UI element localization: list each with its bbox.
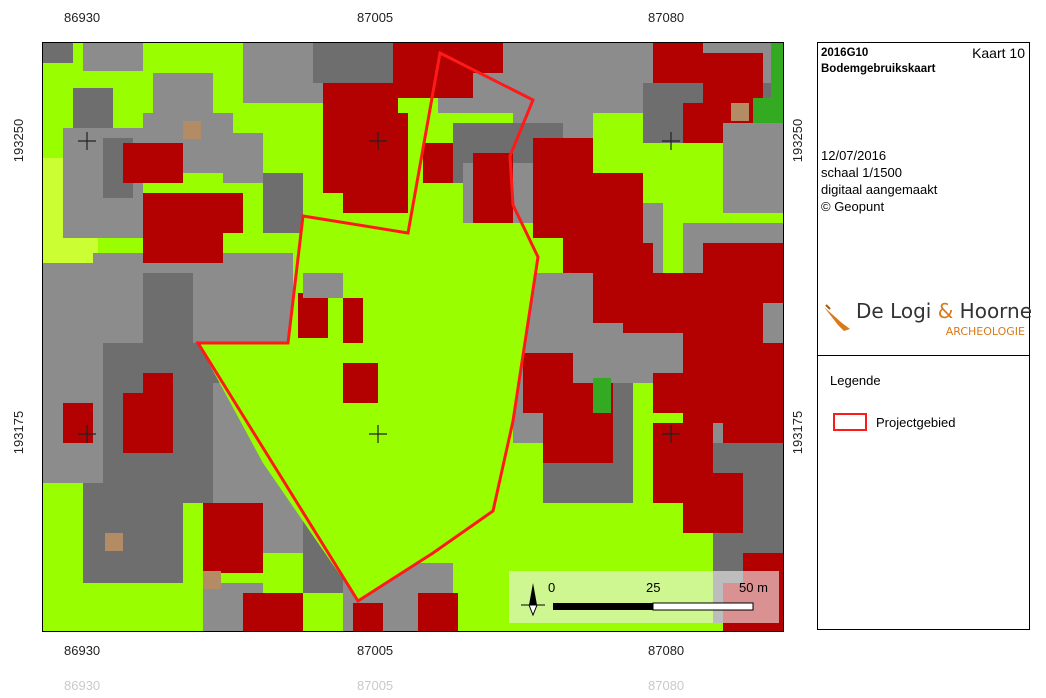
y-tick-right-193250: 193250 — [790, 118, 806, 163]
y-tick-right-193175: 193175 — [790, 410, 806, 455]
gray-area — [303, 273, 343, 298]
red-area — [343, 113, 408, 213]
red-area — [683, 103, 723, 143]
legend-title: Legende — [830, 373, 881, 388]
scale-label-0: 0 — [548, 580, 555, 595]
gray-area — [83, 43, 143, 71]
dark-green-area — [771, 43, 783, 123]
x-tick-bottom-87080: 87080 — [648, 643, 685, 658]
red-area — [298, 293, 328, 338]
logo-hoorne: Hoorne — [959, 299, 1033, 323]
legend-swatch — [833, 413, 867, 431]
red-area — [653, 373, 713, 413]
x-tick-ghost-87080: 87080 — [648, 678, 685, 693]
tan-area — [731, 103, 749, 121]
red-area — [353, 603, 383, 631]
map-source: © Geopunt — [821, 199, 885, 214]
gray-area — [263, 173, 303, 233]
logo-archeologie: ARCHEOLOGIE — [945, 325, 1025, 338]
gray-area — [73, 88, 113, 128]
red-area — [243, 593, 303, 631]
red-area — [423, 143, 453, 183]
north-arrow-icon — [521, 583, 545, 617]
grid-crosshairs — [78, 132, 680, 443]
project-area-fill — [198, 216, 538, 601]
tan-area — [203, 571, 221, 589]
logo-ampersand: & — [937, 299, 954, 323]
project-code: 2016G10 — [821, 47, 869, 59]
red-area — [343, 363, 378, 403]
land-use-map: 0 25 50 m — [42, 42, 784, 632]
tan-area — [105, 533, 123, 551]
red-area — [473, 153, 513, 223]
red-area — [723, 343, 783, 443]
map-canvas: 0 25 50 m — [43, 43, 783, 631]
tan-area — [183, 121, 201, 139]
red-area — [703, 243, 783, 303]
dark-green-area — [753, 98, 771, 123]
project-area-outline — [195, 50, 540, 604]
scale-label-50: 50 m — [739, 580, 768, 595]
y-tick-left-193250: 193250 — [11, 118, 27, 163]
x-tick-top-87080: 87080 — [648, 10, 685, 25]
scale-bar: 0 25 50 m — [509, 571, 779, 623]
y-tick-left-193175: 193175 — [11, 410, 27, 455]
info-panel: 2016G10 Kaart 10 Bodemgebruikskaart 12/0… — [817, 42, 1033, 630]
logo-de-logi: De Logi — [856, 299, 932, 323]
red-area — [653, 43, 703, 83]
map-subtitle: Bodemgebruikskaart — [821, 63, 936, 75]
map-number: Kaart 10 — [972, 45, 1025, 61]
gray-area — [43, 43, 73, 63]
trowel-icon — [824, 304, 850, 331]
gray-area — [83, 483, 183, 583]
map-digital: digitaal aangemaakt — [821, 182, 938, 197]
x-tick-top-86930: 86930 — [64, 10, 101, 25]
red-area — [123, 393, 173, 453]
x-tick-ghost-86930: 86930 — [64, 678, 101, 693]
scale-label-25: 25 — [646, 580, 660, 595]
x-tick-ghost-87005: 87005 — [357, 678, 394, 693]
red-area — [213, 533, 253, 573]
panel-divider — [818, 355, 1029, 356]
red-area — [343, 298, 363, 343]
red-area — [193, 193, 243, 233]
dark-green-area — [593, 378, 611, 413]
red-area — [683, 473, 743, 533]
x-tick-bottom-87005: 87005 — [357, 643, 394, 658]
red-area — [63, 403, 93, 443]
map-date: 12/07/2016 — [821, 148, 887, 163]
red-area — [418, 593, 458, 631]
x-tick-bottom-86930: 86930 — [64, 643, 101, 658]
red-area — [123, 143, 183, 183]
map-scale: schaal 1/1500 — [821, 165, 902, 180]
gray-area — [723, 113, 783, 213]
gray-area — [223, 133, 263, 183]
company-logo: De Logi & Hoorne ARCHEOLOGIE — [818, 293, 1033, 353]
x-tick-top-87005: 87005 — [357, 10, 394, 25]
legend-item-project-area: Projectgebied — [876, 415, 956, 430]
